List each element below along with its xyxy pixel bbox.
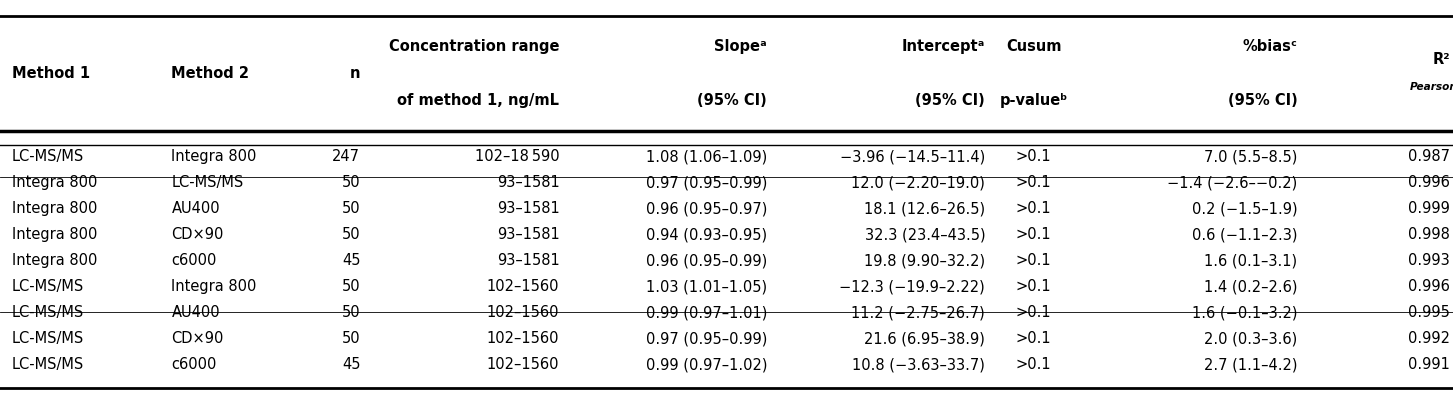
Text: 247: 247 [333,149,360,164]
Text: LC-MS/MS: LC-MS/MS [12,279,84,294]
Text: 18.1 (12.6–26.5): 18.1 (12.6–26.5) [865,201,985,216]
Text: 93–1581: 93–1581 [497,201,559,216]
Text: 2.0 (0.3–3.6): 2.0 (0.3–3.6) [1205,331,1298,346]
Text: −1.4 (−2.6–−0.2): −1.4 (−2.6–−0.2) [1167,175,1298,190]
Text: Integra 800: Integra 800 [12,175,97,190]
Text: 0.97 (0.95–0.99): 0.97 (0.95–0.99) [645,331,767,346]
Text: c6000: c6000 [171,253,216,268]
Text: of method 1, ng/mL: of method 1, ng/mL [398,93,559,108]
Text: LC-MS/MS: LC-MS/MS [12,357,84,372]
Text: Integra 800: Integra 800 [12,227,97,242]
Text: 102–1560: 102–1560 [487,305,559,320]
Text: >0.1: >0.1 [1016,175,1052,190]
Text: 93–1581: 93–1581 [497,175,559,190]
Text: LC-MS/MS: LC-MS/MS [12,305,84,320]
Text: %biasᶜ: %biasᶜ [1242,39,1298,54]
Text: R²: R² [1433,52,1450,67]
Text: Concentration range: Concentration range [389,39,559,54]
Text: 0.94 (0.93–0.95): 0.94 (0.93–0.95) [647,227,767,242]
Text: 0.99 (0.97–1.02): 0.99 (0.97–1.02) [645,357,767,372]
Text: 50: 50 [341,331,360,346]
Text: 0.993: 0.993 [1408,253,1450,268]
Text: >0.1: >0.1 [1016,279,1052,294]
Text: −12.3 (−19.9–2.22): −12.3 (−19.9–2.22) [840,279,985,294]
Text: 93–1581: 93–1581 [497,227,559,242]
Text: Interceptᵃ: Interceptᵃ [902,39,985,54]
Text: 0.987: 0.987 [1408,149,1450,164]
Text: Method 1: Method 1 [12,66,90,81]
Text: 0.6 (−1.1–2.3): 0.6 (−1.1–2.3) [1191,227,1298,242]
Text: n: n [350,66,360,81]
Text: 0.992: 0.992 [1408,331,1450,346]
Text: 1.6 (−0.1–3.2): 1.6 (−0.1–3.2) [1191,305,1298,320]
Text: >0.1: >0.1 [1016,305,1052,320]
Text: Slopeᵃ: Slopeᵃ [715,39,767,54]
Text: Integra 800: Integra 800 [12,253,97,268]
Text: (95% CI): (95% CI) [1228,93,1298,108]
Text: 10.8 (−3.63–33.7): 10.8 (−3.63–33.7) [853,357,985,372]
Text: 12.0 (−2.20–19.0): 12.0 (−2.20–19.0) [851,175,985,190]
Text: 0.996: 0.996 [1408,175,1450,190]
Text: 1.4 (0.2–2.6): 1.4 (0.2–2.6) [1205,279,1298,294]
Text: 0.99 (0.97–1.01): 0.99 (0.97–1.01) [645,305,767,320]
Text: (95% CI): (95% CI) [915,93,985,108]
Text: 102–1560: 102–1560 [487,279,559,294]
Text: 0.97 (0.95–0.99): 0.97 (0.95–0.99) [645,175,767,190]
Text: 50: 50 [341,201,360,216]
Text: −3.96 (−14.5–11.4): −3.96 (−14.5–11.4) [840,149,985,164]
Text: Cusum: Cusum [1005,39,1062,54]
Text: 11.2 (−2.75–26.7): 11.2 (−2.75–26.7) [851,305,985,320]
Text: AU400: AU400 [171,201,219,216]
Text: 0.96 (0.95–0.99): 0.96 (0.95–0.99) [647,253,767,268]
Text: 0.995: 0.995 [1408,305,1450,320]
Text: >0.1: >0.1 [1016,357,1052,372]
Text: Method 2: Method 2 [171,66,250,81]
Text: c6000: c6000 [171,357,216,372]
Text: 0.999: 0.999 [1408,201,1450,216]
Text: 0.991: 0.991 [1408,357,1450,372]
Text: >0.1: >0.1 [1016,253,1052,268]
Text: Pearson: Pearson [1409,82,1453,92]
Text: 19.8 (9.90–32.2): 19.8 (9.90–32.2) [865,253,985,268]
Text: 102–1560: 102–1560 [487,357,559,372]
Text: >0.1: >0.1 [1016,227,1052,242]
Text: AU400: AU400 [171,305,219,320]
Text: 32.3 (23.4–43.5): 32.3 (23.4–43.5) [865,227,985,242]
Text: 50: 50 [341,279,360,294]
Text: LC-MS/MS: LC-MS/MS [12,149,84,164]
Text: 1.03 (1.01–1.05): 1.03 (1.01–1.05) [647,279,767,294]
Text: 1.08 (1.06–1.09): 1.08 (1.06–1.09) [647,149,767,164]
Text: Integra 800: Integra 800 [171,279,257,294]
Text: 1.6 (0.1–3.1): 1.6 (0.1–3.1) [1205,253,1298,268]
Text: 45: 45 [341,253,360,268]
Text: CD×90: CD×90 [171,331,224,346]
Text: LC-MS/MS: LC-MS/MS [12,331,84,346]
Text: 102–1560: 102–1560 [487,331,559,346]
Text: 50: 50 [341,305,360,320]
Text: 2.7 (1.1–4.2): 2.7 (1.1–4.2) [1205,357,1298,372]
Text: 0.2 (−1.5–1.9): 0.2 (−1.5–1.9) [1191,201,1298,216]
Text: 93–1581: 93–1581 [497,253,559,268]
Text: 102–18 590: 102–18 590 [475,149,559,164]
Text: 50: 50 [341,175,360,190]
Text: 0.996: 0.996 [1408,279,1450,294]
Text: Integra 800: Integra 800 [171,149,257,164]
Text: LC-MS/MS: LC-MS/MS [171,175,244,190]
Text: 0.998: 0.998 [1408,227,1450,242]
Text: 7.0 (5.5–8.5): 7.0 (5.5–8.5) [1205,149,1298,164]
Text: CD×90: CD×90 [171,227,224,242]
Text: >0.1: >0.1 [1016,331,1052,346]
Text: Integra 800: Integra 800 [12,201,97,216]
Text: 21.6 (6.95–38.9): 21.6 (6.95–38.9) [865,331,985,346]
Text: >0.1: >0.1 [1016,149,1052,164]
Text: >0.1: >0.1 [1016,201,1052,216]
Text: 0.96 (0.95–0.97): 0.96 (0.95–0.97) [645,201,767,216]
Text: p-valueᵇ: p-valueᵇ [1000,93,1068,108]
Text: (95% CI): (95% CI) [697,93,767,108]
Text: 50: 50 [341,227,360,242]
Text: 45: 45 [341,357,360,372]
